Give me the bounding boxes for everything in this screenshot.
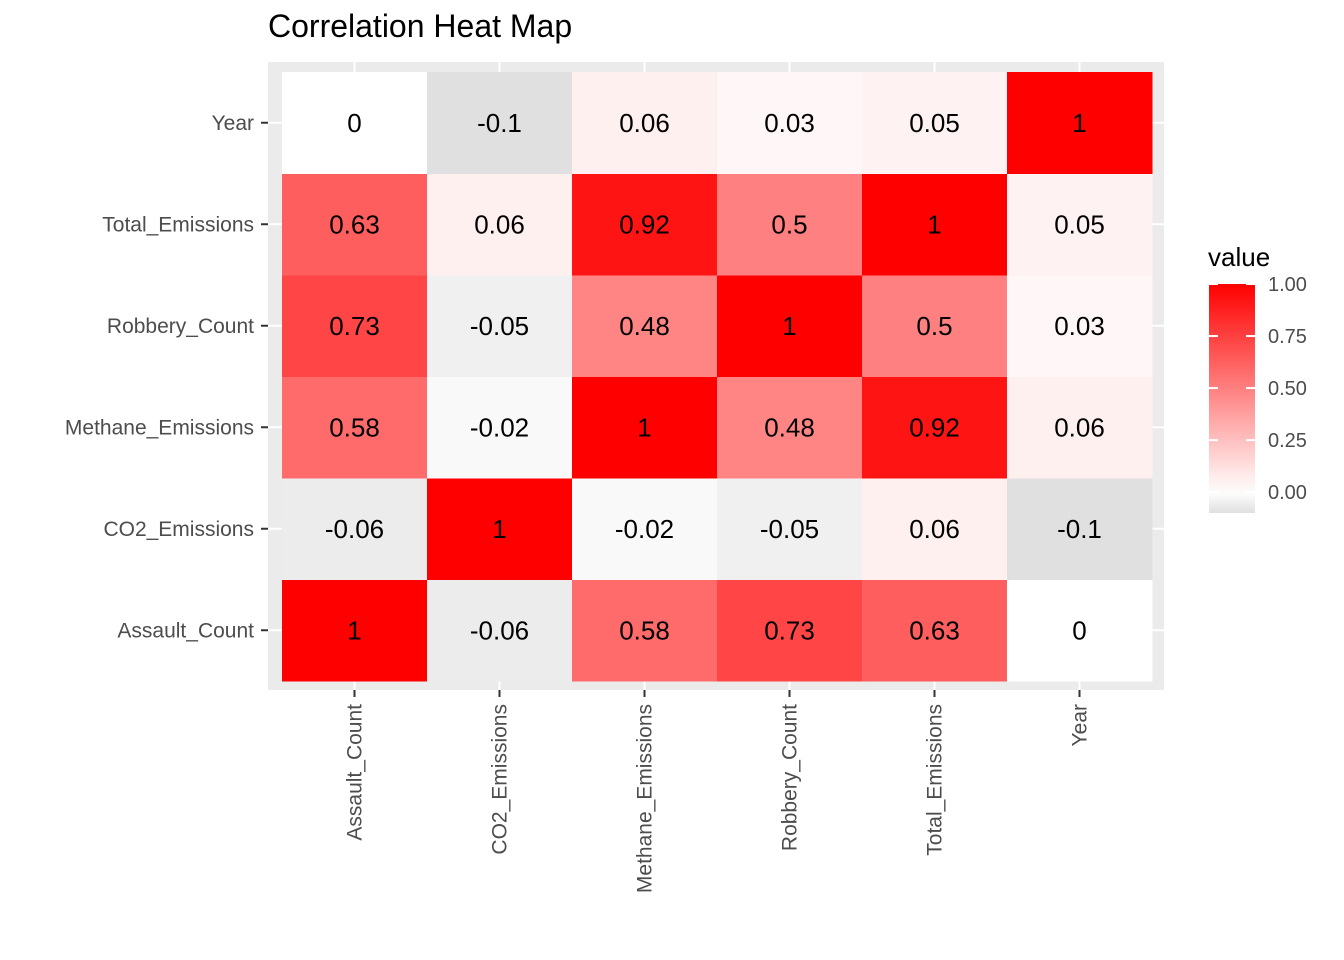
y-tick-label: CO2_Emissions <box>103 518 254 541</box>
legend-tick-label: 0.50 <box>1268 378 1307 400</box>
cell-value-label: 0.05 <box>1054 209 1105 239</box>
cell-value-label: 0 <box>347 108 361 138</box>
heatmap-cell <box>282 478 428 580</box>
heatmap-cell <box>1007 478 1153 580</box>
cell-value-label: 0.03 <box>764 108 815 138</box>
heatmap-cell <box>427 173 573 276</box>
cell-value-label: 1 <box>347 615 361 645</box>
cell-value-label: 0.92 <box>909 412 960 442</box>
cell-value-label: 1 <box>637 412 651 442</box>
cell-value-label: 0.06 <box>474 209 525 239</box>
heatmap-cell <box>1007 376 1153 479</box>
heatmap-cell <box>717 173 863 276</box>
heatmap-cell <box>1007 72 1153 174</box>
cell-value-label: 0.5 <box>916 311 952 341</box>
cell-value-label: 0.06 <box>1054 412 1105 442</box>
heatmap-cell <box>1007 173 1153 276</box>
heatmap-cell <box>282 376 428 479</box>
cell-value-label: 0.58 <box>329 412 380 442</box>
cell-value-label: -0.05 <box>760 514 819 544</box>
cell-value-label: 0.63 <box>329 209 380 239</box>
legend: value 1.00 0.75 0.50 0.25 0.00 <box>1208 242 1307 513</box>
cell-value-label: 0.06 <box>619 108 670 138</box>
cell-value-label: 0.92 <box>619 209 670 239</box>
heatmap-cell <box>427 478 573 580</box>
cell-value-label: 0 <box>1072 615 1086 645</box>
x-tick-label: Assault_Count <box>344 704 367 841</box>
legend-tick-label: 1.00 <box>1268 274 1307 296</box>
heatmap-cell <box>862 478 1008 580</box>
heatmap-cell <box>572 579 718 682</box>
heatmap-cell <box>572 478 718 580</box>
cell-value-label: 1 <box>782 311 796 341</box>
cell-value-label: 1 <box>492 514 506 544</box>
cell-value-label: 0.06 <box>909 514 960 544</box>
cell-value-label: 0.73 <box>764 615 815 645</box>
heatmap-cell <box>717 72 863 174</box>
x-axis: Assault_Count CO2_Emissions Methane_Emissi… <box>344 690 1092 893</box>
heatmap-cell <box>572 275 718 377</box>
heatmap-cell <box>572 72 718 174</box>
legend-colorbar <box>1209 284 1255 513</box>
legend-tick-label: 0.25 <box>1268 430 1307 452</box>
x-tick-label: Total_Emissions <box>924 704 947 856</box>
cell-value-label: 0.58 <box>619 615 670 645</box>
cell-value-labels: 1 -0.06 0.58 0.73 0.63 0 -0.06 1 -0.02 -0.05 0.06 -… <box>325 108 1105 646</box>
x-tick-label: Methane_Emissions <box>634 704 657 893</box>
x-tick-label: Year <box>1069 704 1092 746</box>
cell-value-label: -0.06 <box>470 615 529 645</box>
legend-tick-label: 0.75 <box>1268 326 1307 348</box>
heatmap-cells <box>282 72 1153 682</box>
y-tick-label: Year <box>212 112 254 135</box>
heatmap-cell <box>862 173 1008 276</box>
heatmap-cell <box>862 579 1008 682</box>
cell-value-label: 0.05 <box>909 108 960 138</box>
heatmap-cell <box>717 376 863 479</box>
cell-value-label: 0.5 <box>771 209 807 239</box>
y-tick-label: Total_Emissions <box>102 213 254 236</box>
heatmap-cell <box>282 173 428 276</box>
heatmap-cell <box>282 275 428 377</box>
y-axis: Assault_Count CO2_Emissions Methane_Emissi… <box>65 112 268 642</box>
cell-value-label: 1 <box>927 209 941 239</box>
heatmap-cell <box>572 376 718 479</box>
heatmap-cell <box>282 579 428 682</box>
cell-value-label: -0.1 <box>1057 514 1102 544</box>
heatmap-cell <box>717 579 863 682</box>
cell-value-label: -0.05 <box>470 311 529 341</box>
heatmap-cell <box>282 72 428 174</box>
heatmap-cell <box>427 275 573 377</box>
cell-value-label: 0.48 <box>619 311 670 341</box>
heatmap-cell <box>1007 275 1153 377</box>
cell-value-label: 0.48 <box>764 412 815 442</box>
legend-tick-label: 0.00 <box>1268 482 1307 504</box>
heatmap-cell <box>1007 579 1153 682</box>
cell-value-label: -0.1 <box>477 108 522 138</box>
cell-value-label: 0.73 <box>329 311 380 341</box>
x-tick-label: Robbery_Count <box>779 704 802 851</box>
heatmap-cell <box>427 72 573 174</box>
heatmap-cell <box>862 72 1008 174</box>
heatmap-cell <box>427 579 573 682</box>
heatmap-cell <box>717 275 863 377</box>
legend-title: value <box>1208 242 1270 272</box>
y-tick-label: Robbery_Count <box>107 315 254 338</box>
heatmap-cell <box>572 173 718 276</box>
cell-value-label: 1 <box>1072 108 1086 138</box>
y-tick-label: Assault_Count <box>117 619 254 642</box>
cell-value-label: 0.63 <box>909 615 960 645</box>
cell-value-label: 0.03 <box>1054 311 1105 341</box>
heatmap-cell <box>862 275 1008 377</box>
chart-title: Correlation Heat Map <box>268 8 573 44</box>
legend-ticks: 1.00 0.75 0.50 0.25 0.00 <box>1209 274 1307 504</box>
heatmap-cell <box>427 376 573 479</box>
cell-value-label: -0.02 <box>615 514 674 544</box>
y-tick-label: Methane_Emissions <box>65 416 254 439</box>
heatmap-cell <box>862 376 1008 479</box>
cell-value-label: -0.02 <box>470 412 529 442</box>
x-tick-label: CO2_Emissions <box>489 704 512 855</box>
heatmap-cell <box>717 478 863 580</box>
cell-value-label: -0.06 <box>325 514 384 544</box>
